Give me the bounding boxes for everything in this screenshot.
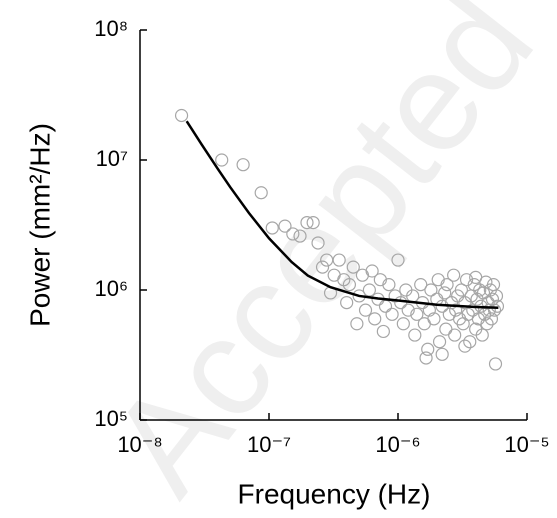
data-point — [215, 153, 229, 167]
data-point — [463, 335, 477, 349]
data-point — [385, 307, 399, 321]
x-tick-label: 10⁻⁶ — [375, 432, 420, 457]
x-tick-label: 10⁻⁵ — [504, 432, 549, 457]
y-axis-label: Power (mm²/Hz) — [24, 123, 55, 327]
data-point — [236, 158, 250, 172]
data-point — [396, 317, 410, 331]
data-point — [421, 342, 435, 356]
data-point — [254, 186, 268, 200]
data-point — [419, 351, 433, 365]
data-point — [365, 264, 379, 278]
data-point — [358, 303, 373, 317]
data-point — [439, 322, 453, 336]
data-point — [342, 278, 356, 292]
data-point — [449, 303, 463, 317]
data-point — [438, 286, 452, 300]
data-point — [435, 347, 449, 361]
data-point — [414, 278, 428, 292]
x-tick-label: 10⁻⁷ — [247, 432, 291, 457]
data-point — [174, 108, 189, 123]
data-point — [459, 273, 474, 287]
data-point — [350, 317, 364, 331]
data-point — [485, 292, 500, 306]
data-point — [458, 339, 472, 353]
data-point — [427, 312, 441, 326]
data-point — [293, 229, 307, 243]
data-point — [490, 299, 505, 313]
data-point — [487, 303, 502, 317]
y-tick-label: 10⁶ — [94, 276, 128, 301]
data-point — [489, 289, 504, 303]
data-point — [480, 317, 494, 331]
data-point — [315, 260, 330, 274]
data-point — [278, 219, 292, 233]
data-point — [265, 221, 279, 235]
fit-line — [185, 120, 499, 310]
x-axis-label: Frequency (Hz) — [238, 478, 431, 509]
y-tick-label: 10⁸ — [94, 16, 128, 41]
data-point — [408, 328, 422, 342]
data-point — [376, 324, 390, 339]
data-point — [346, 260, 360, 274]
data-point — [448, 328, 462, 342]
data-point — [424, 283, 438, 297]
data-point — [475, 328, 489, 342]
data-point — [454, 283, 468, 297]
data-point — [306, 215, 320, 230]
data-point — [300, 215, 314, 230]
data-point — [431, 273, 445, 287]
data-point — [286, 227, 300, 241]
data-point — [469, 270, 483, 285]
y-tick-label: 10⁵ — [94, 406, 128, 431]
data-point — [440, 278, 454, 292]
data-point — [382, 278, 396, 292]
data-point — [368, 312, 382, 326]
data-point — [340, 295, 354, 310]
data-point — [311, 236, 325, 250]
x-tick-label: 10⁻⁸ — [117, 432, 162, 457]
data-point — [432, 335, 447, 349]
data-point — [362, 283, 376, 297]
data-point — [447, 268, 461, 282]
data-point — [332, 253, 346, 267]
data-point — [488, 357, 503, 371]
data-point — [401, 303, 415, 317]
data-point — [484, 312, 499, 326]
y-tick-label: 10⁷ — [96, 146, 128, 171]
data-point — [410, 307, 424, 321]
data-point — [378, 299, 393, 313]
data-point — [391, 253, 405, 267]
